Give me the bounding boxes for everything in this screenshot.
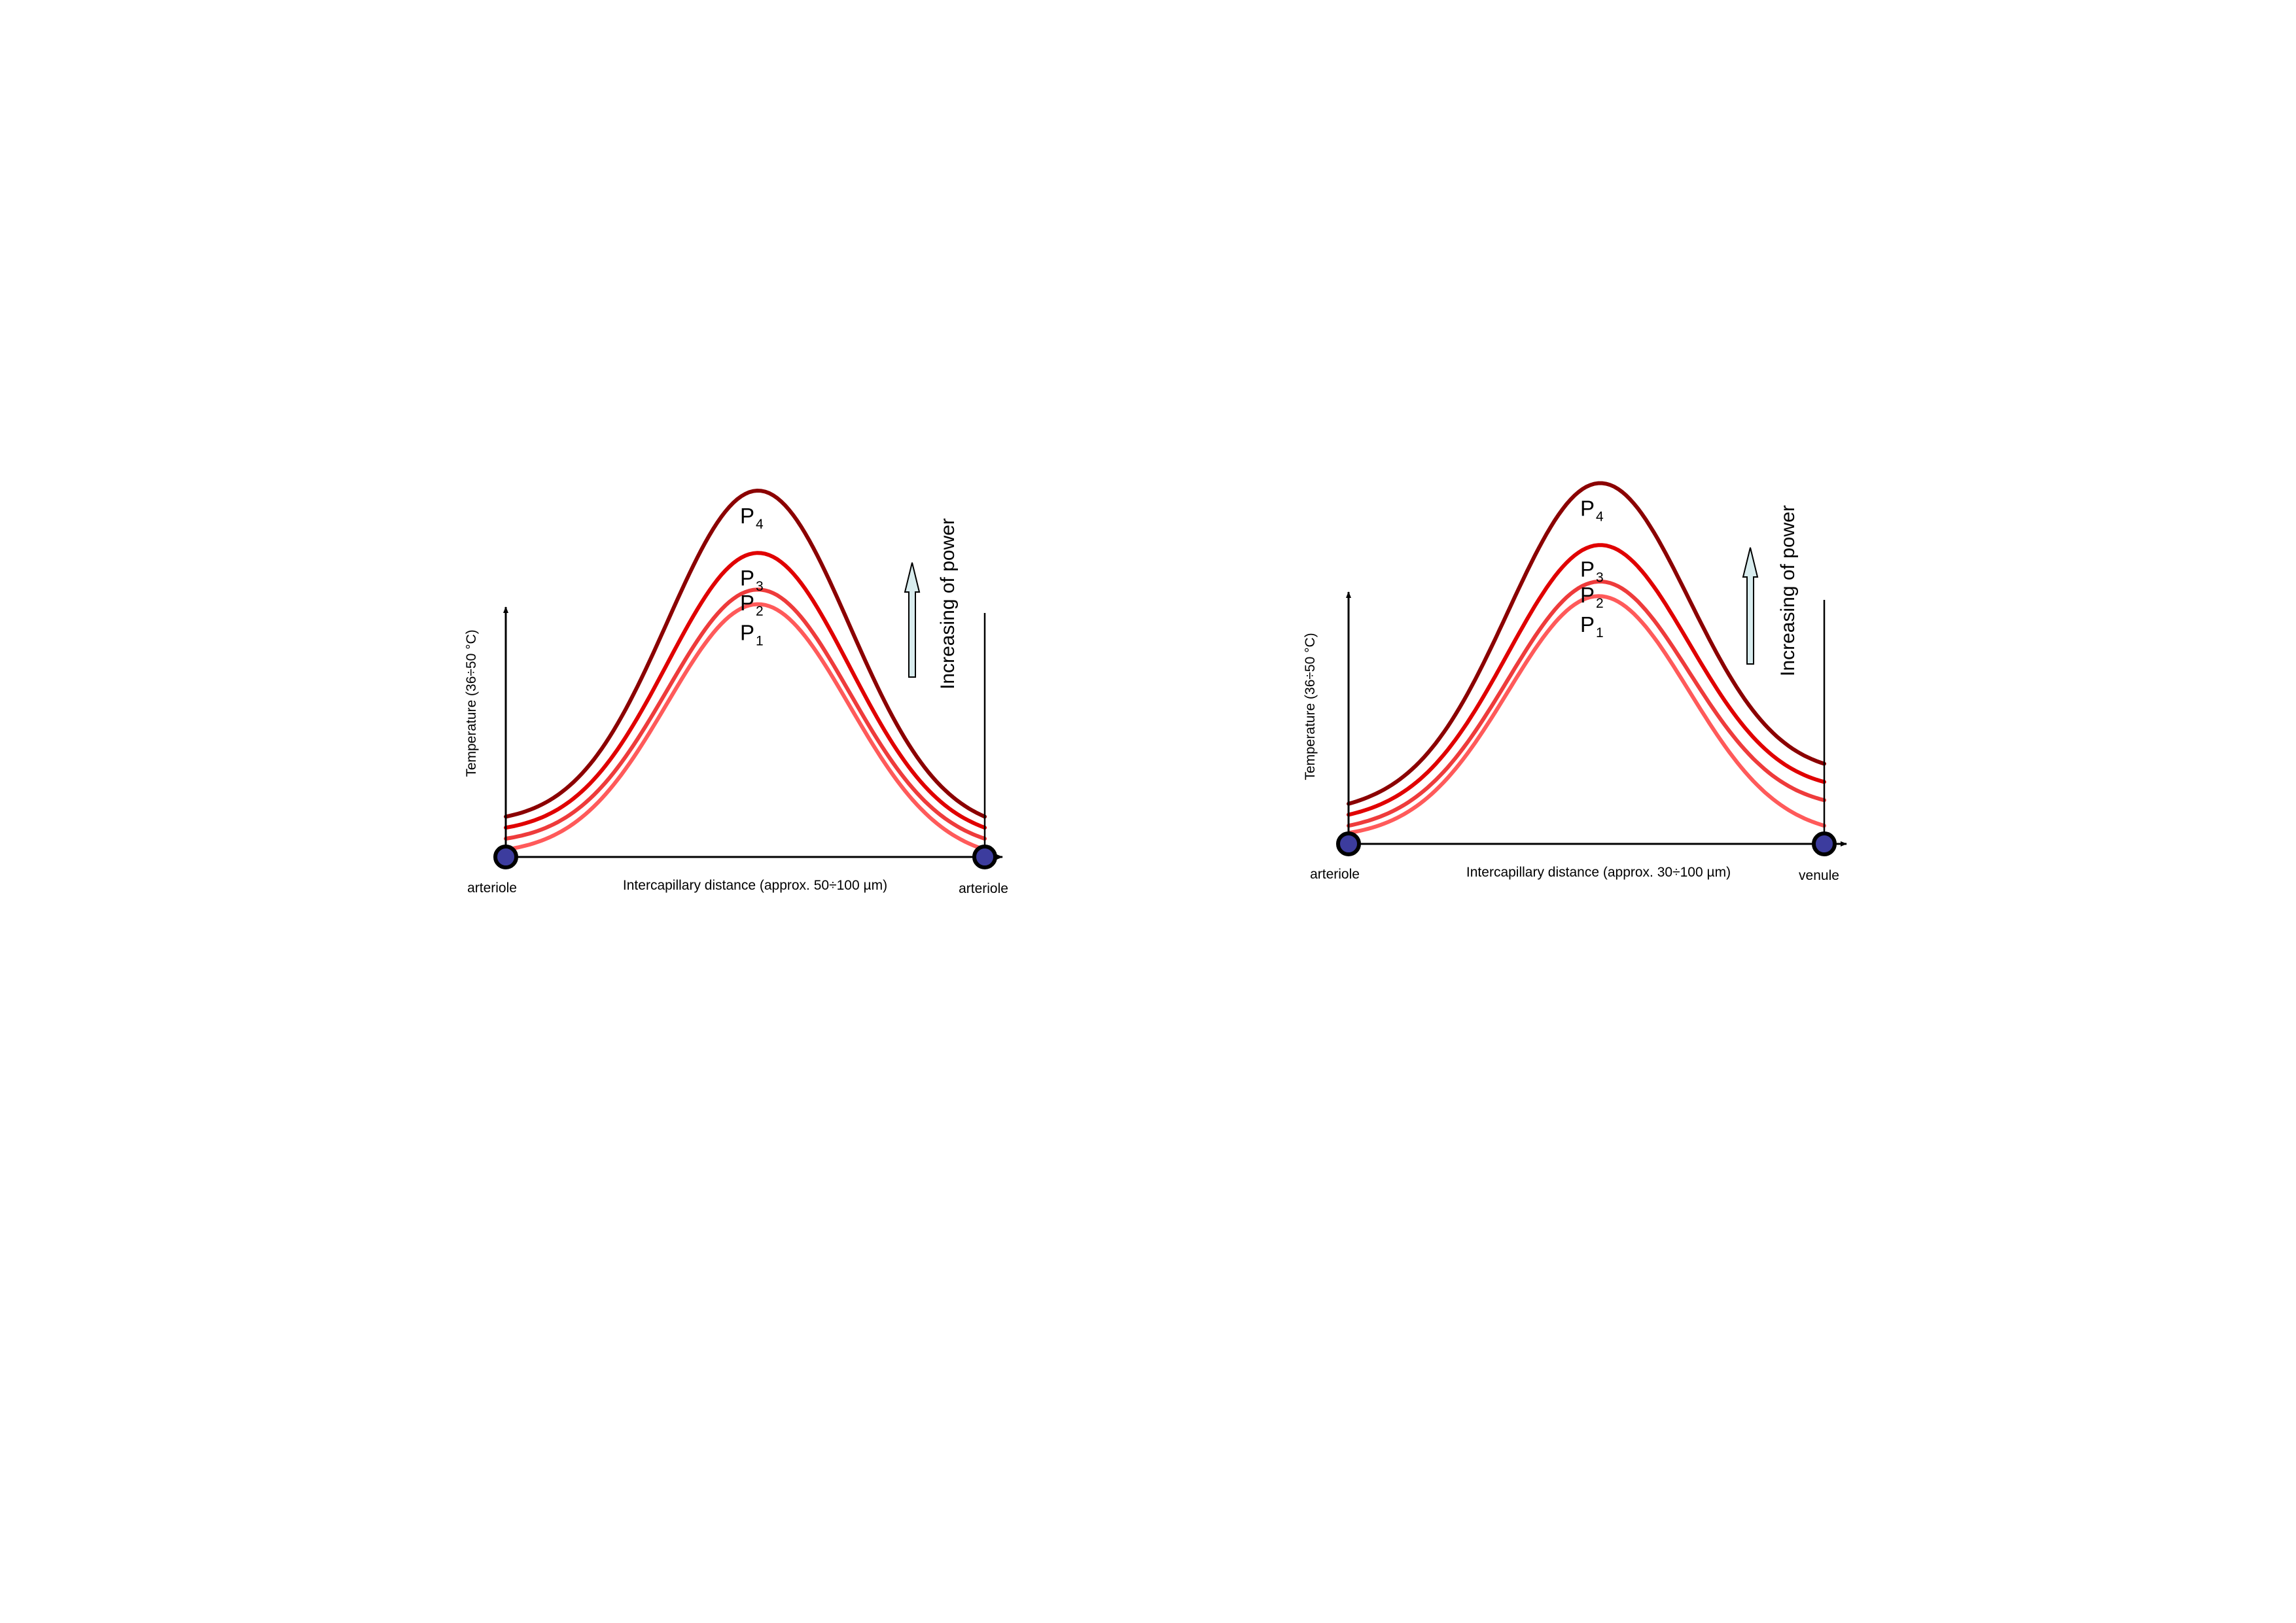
series-P4-label-subscript: 4 — [756, 517, 764, 532]
series-P1-line — [504, 602, 987, 852]
chart-right-labels: P 1P 2P 3P 4 — [1580, 497, 1604, 641]
chart-left-right-end-label: arteriole — [959, 881, 1008, 896]
chart-left-x-label: Intercapillary distance (approx. 50÷100 … — [623, 878, 887, 893]
series-P1-label-subscript: 1 — [756, 634, 764, 649]
chart-left: P 1P 2P 3P 4 Temperature (36÷50 °C) Intercap… — [464, 488, 1008, 896]
chart-right-right-end-label: venule — [1799, 868, 1839, 883]
series-P4-line — [504, 488, 987, 819]
series-P2-label: P — [740, 591, 754, 615]
left-vessel-arteriole — [1336, 831, 1361, 856]
series-P3-label: P — [1580, 557, 1595, 581]
series-P1-label: P — [740, 621, 754, 645]
chart-left-y-label: Temperature (36÷50 °C) — [464, 629, 479, 777]
chart-left-power-arrow — [904, 562, 921, 678]
series-P1-line — [1347, 594, 1826, 835]
chart-right-y-label: Temperature (36÷50 °C) — [1303, 633, 1318, 780]
chart-right-x-label: Intercapillary distance (approx. 30÷100 … — [1466, 865, 1731, 880]
chart-right-power-arrow — [1742, 547, 1759, 665]
series-P3-label-subscript: 3 — [1596, 570, 1604, 585]
series-P2-line — [504, 587, 987, 841]
series-P2-label: P — [1580, 583, 1595, 607]
series-P3-label: P — [740, 566, 754, 590]
series-P4-label-subscript: 4 — [1596, 510, 1604, 525]
chart-right: P 1P 2P 3P 4 Temperature (36÷50 °C) Intercap… — [1303, 481, 1847, 883]
chart-right-left-end-label: arteriole — [1310, 867, 1360, 882]
chart-left-curves — [504, 488, 987, 852]
series-P3-line — [504, 551, 987, 830]
chart-left-left-end-label: arteriole — [467, 881, 517, 896]
right-vessel-venule — [1812, 831, 1837, 856]
series-P3-label-subscript: 3 — [756, 579, 764, 594]
series-P3-line — [1347, 543, 1826, 817]
series-P4-label: P — [740, 504, 754, 528]
chart-right-power-label: Increasing of power — [1777, 505, 1799, 676]
left-vessel-arteriole — [493, 845, 518, 869]
series-P4-line — [1347, 481, 1826, 806]
chart-left-power-label: Increasing of power — [937, 518, 959, 689]
series-P1-label-subscript: 1 — [1596, 625, 1604, 640]
chart-right-curves — [1347, 481, 1826, 835]
series-P2-label-subscript: 2 — [1596, 596, 1604, 611]
series-P1-label: P — [1580, 612, 1595, 637]
chart-left-labels: P 1P 2P 3P 4 — [740, 504, 764, 649]
series-P2-label-subscript: 2 — [756, 604, 764, 619]
series-P2-line — [1347, 580, 1826, 828]
right-vessel-arteriole — [972, 845, 997, 869]
series-P4-label: P — [1580, 497, 1595, 521]
